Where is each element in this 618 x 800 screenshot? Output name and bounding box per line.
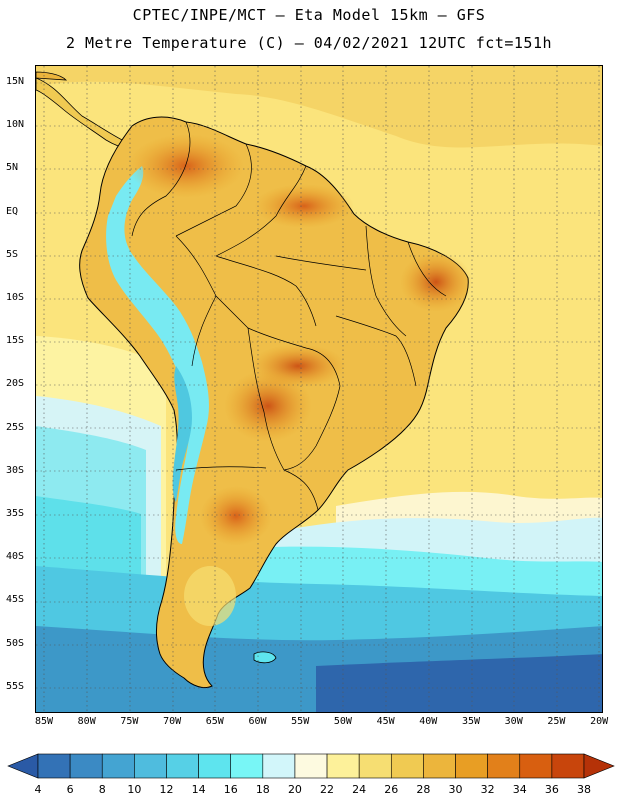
hot-pampas [200, 486, 272, 546]
hot-amazon-north [254, 184, 354, 228]
colorbar-swatch [551, 753, 585, 779]
colorbar-level-label: 22 [320, 783, 335, 796]
lon-label: 20W [590, 716, 609, 727]
lat-label: 45S [6, 594, 25, 606]
lat-label: EQ [6, 205, 19, 217]
lat-label: 50S [6, 637, 25, 649]
colorbar-min-arrow [7, 753, 39, 779]
hot-northeast [400, 252, 472, 312]
lat-label: 5N [6, 162, 19, 174]
ocean-tropical-band [36, 66, 602, 148]
colorbar-level-label: 28 [416, 783, 431, 796]
patagonia-mild [184, 566, 236, 626]
lon-label: 25W [547, 716, 566, 727]
lat-label: 35S [6, 508, 25, 519]
country-borders [131, 121, 447, 511]
colorbar-level-label: 14 [191, 783, 206, 796]
lat-label: 55S [6, 680, 25, 692]
colorbar-swatch [455, 753, 488, 779]
lat-label: 10N [6, 119, 25, 131]
colorbar-level-label: 26 [384, 783, 399, 796]
colorbar-swatch [487, 753, 521, 779]
colorbar-swatch [166, 753, 199, 779]
lon-label: 45W [376, 716, 395, 727]
colorbar-level-label: 8 [98, 783, 106, 796]
colorbar-swatch [326, 753, 360, 779]
colorbar-swatch [134, 753, 167, 779]
lon-label: 80W [77, 716, 96, 727]
colorbar-level-label: 20 [287, 783, 302, 796]
andes-cold-strip [106, 166, 209, 544]
central-america-north [36, 71, 68, 81]
colorbar-swatch [198, 753, 232, 779]
lat-label: 40S [6, 551, 25, 563]
colorbar-level-label: 24 [352, 783, 367, 796]
lat-label: 20S [6, 378, 25, 390]
colorbar-level-label: 34 [512, 783, 527, 796]
lon-label: 35W [461, 716, 481, 727]
lon-label: 55W [291, 716, 310, 727]
colorbar-level-label: 6 [66, 783, 74, 796]
falkland-islands [253, 651, 277, 664]
temperature-field [36, 66, 602, 712]
lat-label: 30S [6, 464, 25, 476]
colorbar-level-label: 18 [255, 783, 270, 796]
colorbar-swatch [358, 753, 392, 779]
lat-label: 15S [6, 335, 25, 347]
colorbar-level-label: 30 [448, 783, 463, 796]
colorbar-swatch [519, 753, 553, 779]
colorbar-level-label: 32 [480, 783, 495, 796]
colorbar-level-label: 4 [34, 783, 42, 796]
lon-label: 85W [34, 716, 54, 727]
andes-colder-core [172, 366, 192, 502]
colorbar-swatch [69, 753, 103, 779]
colorbar [7, 753, 615, 779]
colorbar-level-label: 38 [577, 783, 591, 796]
colorbar-swatch [262, 753, 296, 779]
colorbar-swatch [294, 753, 328, 779]
temperature-map [35, 65, 603, 713]
colorbar-level-label: 12 [159, 783, 174, 796]
ocean-southern-coldest [316, 654, 602, 712]
lon-label: 60W [248, 716, 267, 727]
map-subtitle: 2 Metre Temperature (C) – 04/02/2021 12U… [65, 34, 553, 52]
colorbar-level-label: 10 [127, 783, 142, 796]
lon-label: 30W [504, 716, 523, 727]
colorbar-max-arrow [583, 753, 615, 779]
colorbar-level-label: 36 [544, 783, 559, 796]
lat-label: 10S [6, 292, 25, 303]
colorbar-swatch [37, 753, 71, 779]
lon-label: 50W [333, 716, 352, 727]
hot-chaco [224, 370, 312, 442]
lon-label: 40W [419, 716, 438, 727]
hot-venezuela [128, 134, 244, 198]
lon-label: 75W [120, 716, 139, 727]
map-title: CPTEC/INPE/MCT – Eta Model 15km – GFS [132, 6, 486, 24]
lon-label: 70W [163, 716, 182, 727]
colorbar-level-label: 16 [223, 783, 238, 796]
lat-label: 5S [6, 248, 19, 260]
colorbar-swatch [423, 753, 456, 779]
lat-label: 25S [6, 421, 25, 433]
graticule [36, 66, 602, 712]
lon-label: 65W [205, 716, 224, 727]
colorbar-swatch [101, 753, 135, 779]
colorbar-swatch [230, 753, 264, 779]
lat-label: 15N [6, 76, 25, 87]
colorbar-swatch [390, 753, 424, 779]
